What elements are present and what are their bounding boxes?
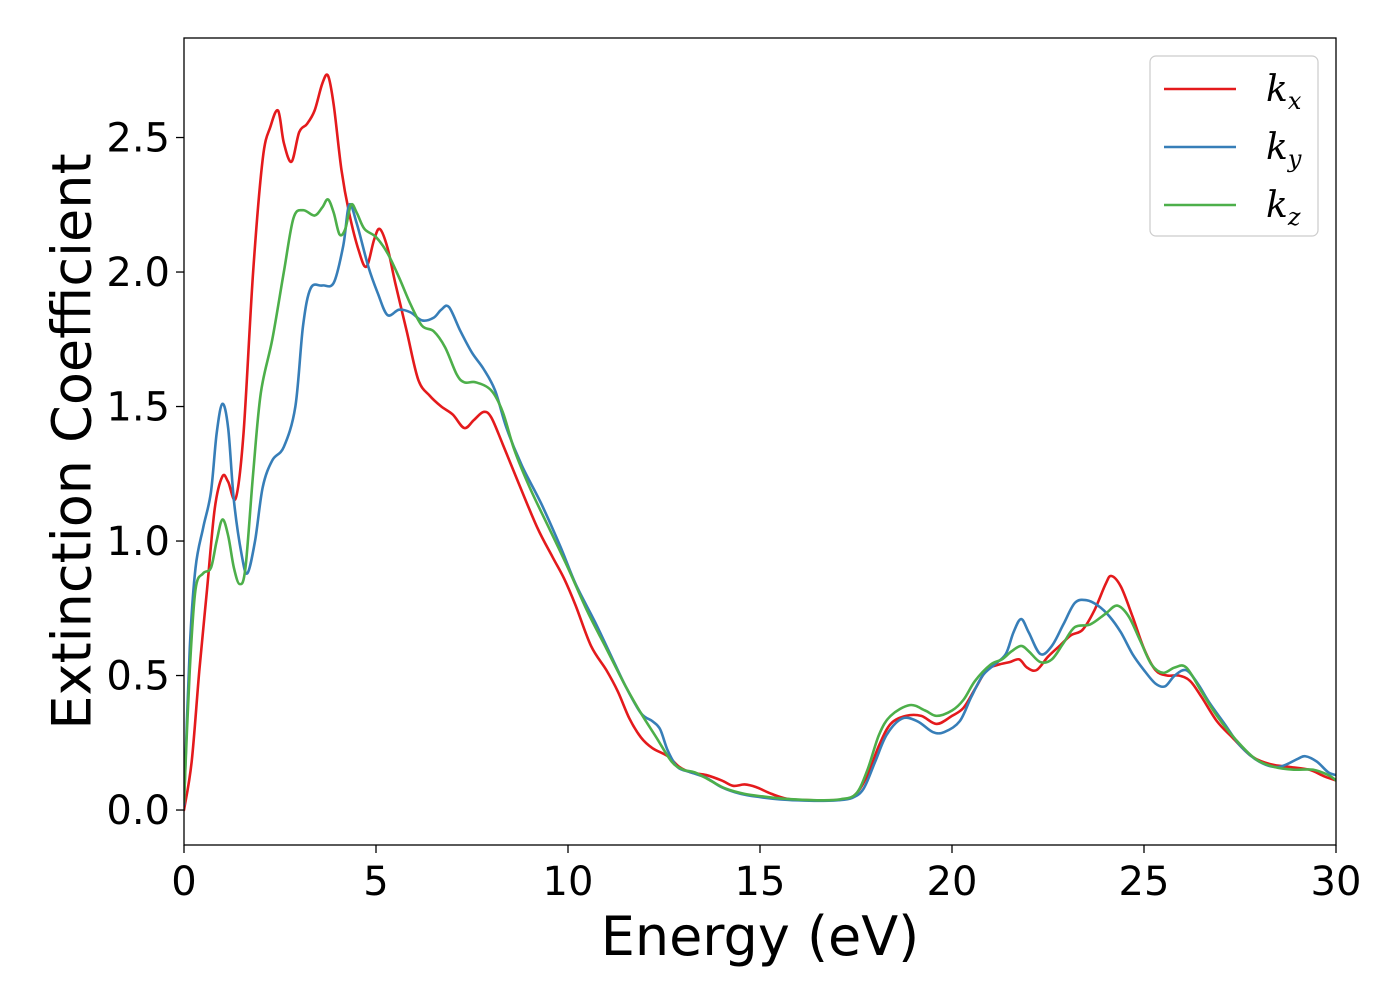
series-line-k-z xyxy=(184,198,1336,804)
x-axis-label: Energy (eV) xyxy=(601,905,920,968)
legend-label-k-y: ky xyxy=(1266,127,1302,173)
series-layer xyxy=(184,73,1336,812)
legend-label-base: k xyxy=(1266,69,1288,110)
legend-label-subscript: y xyxy=(1287,145,1302,173)
x-tick-label: 20 xyxy=(927,859,978,905)
y-tick-label: 2.0 xyxy=(106,250,170,296)
y-tick-label: 1.5 xyxy=(106,385,170,431)
legend-label-k-x: kx xyxy=(1266,69,1302,115)
legend-label-subscript: z xyxy=(1287,203,1301,231)
legend-label-base: k xyxy=(1266,185,1288,226)
y-tick-label: 1.0 xyxy=(106,519,170,565)
ticks-layer: 0 5 10 15 20 25 30 0.0 0.5 1.0 1.5 2.0 2.5 xyxy=(106,116,1361,905)
x-tick-label: 5 xyxy=(363,859,388,905)
x-tick-label: 30 xyxy=(1311,859,1362,905)
series-line-k-x xyxy=(184,73,1336,812)
legend-label-base: k xyxy=(1266,127,1288,168)
y-axis-label: Extinction Coefficient xyxy=(41,153,104,729)
x-tick-label: 10 xyxy=(543,859,594,905)
legend-label-k-z: kz xyxy=(1266,185,1301,231)
legend-label-subscript: x xyxy=(1288,87,1302,115)
y-tick-label: 0.0 xyxy=(106,788,170,834)
x-tick-label: 0 xyxy=(171,859,196,905)
y-tick-label: 2.5 xyxy=(106,116,170,162)
x-tick-label: 25 xyxy=(1119,859,1170,905)
y-tick-label: 0.5 xyxy=(106,654,170,700)
x-tick-label: 15 xyxy=(735,859,786,905)
